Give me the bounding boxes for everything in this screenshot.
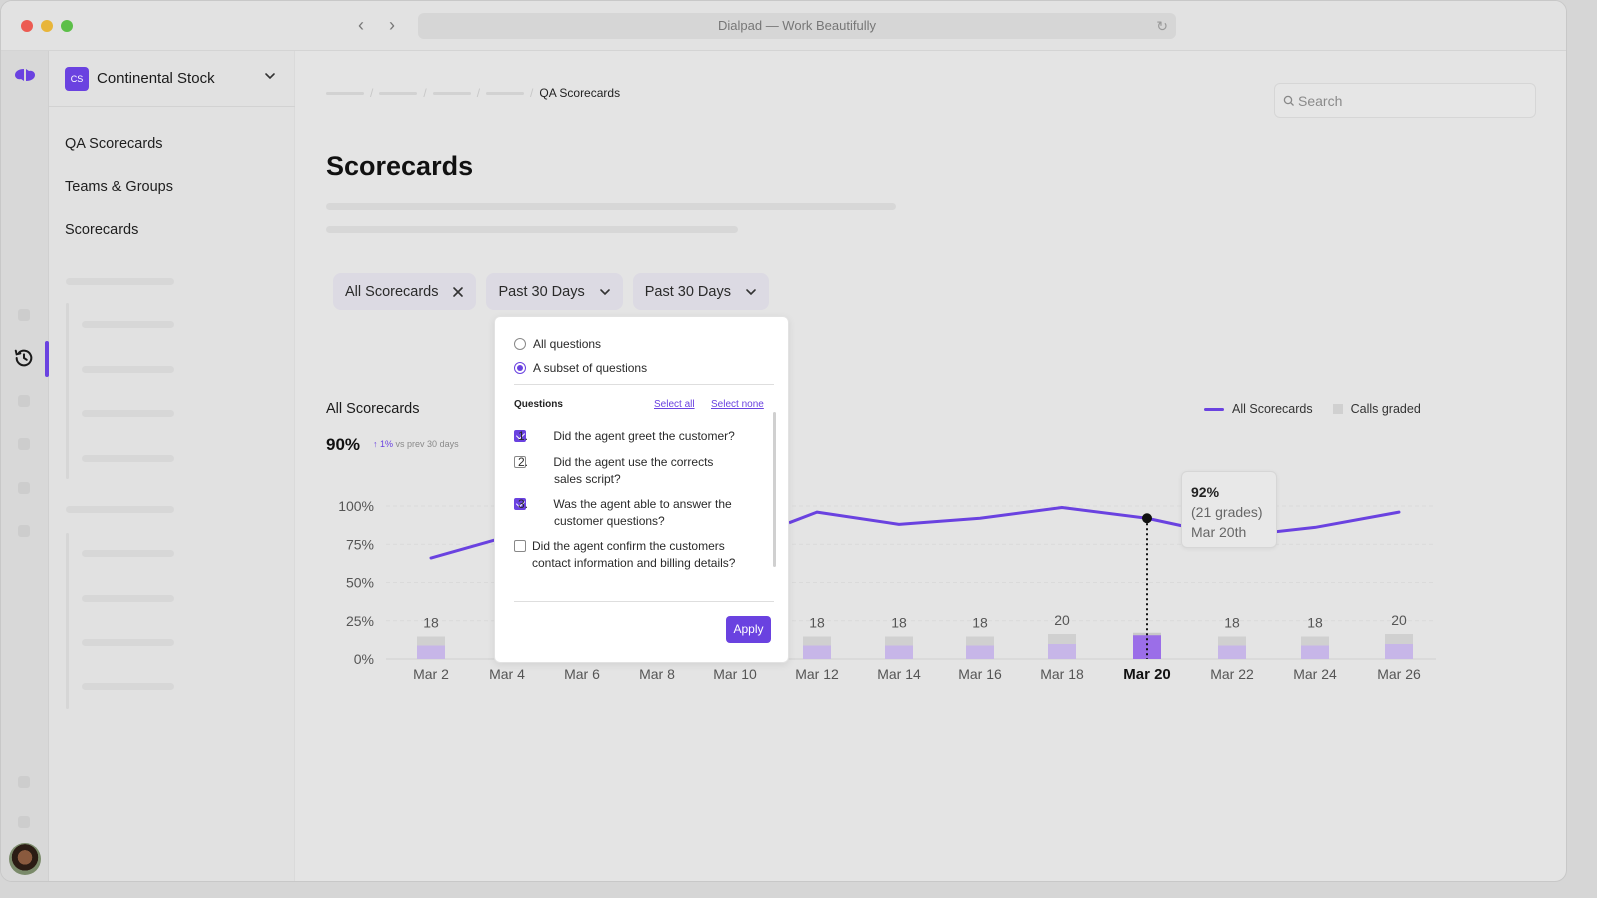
page-title-text: Dialpad — Work Beautifully — [718, 18, 876, 33]
user-avatar[interactable] — [9, 843, 41, 875]
active-indicator — [45, 341, 49, 377]
chart-title: All Scorecards — [326, 401, 420, 417]
filter-chip-date-range[interactable]: Past 30 Days — [486, 273, 623, 310]
sidebar: CS Continental Stock QA Scorecards Teams… — [49, 51, 295, 881]
rail-item-placeholder[interactable] — [18, 438, 30, 450]
skeleton-placeholder — [82, 455, 174, 462]
filter-label: All Scorecards — [345, 283, 439, 300]
chevron-down-icon — [265, 73, 275, 80]
sidebar-item-teams-groups[interactable]: Teams & Groups — [65, 179, 173, 195]
divider — [514, 384, 774, 385]
sidebar-item-qa-scorecards[interactable]: QA Scorecards — [65, 136, 163, 152]
rail-item-placeholder[interactable] — [18, 525, 30, 537]
rail-item-placeholder[interactable] — [18, 395, 30, 407]
skeleton-placeholder — [66, 303, 69, 479]
chevron-down-icon — [599, 288, 610, 295]
skeleton-placeholder — [66, 278, 174, 285]
select-none-link[interactable]: Select none — [711, 399, 764, 410]
org-switcher[interactable]: CS Continental Stock — [49, 51, 295, 107]
filter-label: Past 30 Days — [498, 283, 585, 300]
questions-header: Questions — [514, 399, 563, 410]
back-button[interactable]: ‹ — [358, 15, 364, 35]
title-bar: ‹ › Dialpad — Work Beautifully ↻ — [1, 1, 1566, 51]
main-content: / / / / QA Scorecards Search Scorecards … — [296, 51, 1566, 881]
skeleton-placeholder — [82, 410, 174, 417]
legend-line-swatch — [1204, 407, 1224, 411]
filter-chip-scorecards[interactable]: All Scorecards — [333, 273, 477, 310]
breadcrumb: / / / / QA Scorecards — [326, 86, 620, 100]
breadcrumb-placeholder[interactable] — [326, 91, 364, 95]
checkbox[interactable] — [514, 540, 526, 552]
filter-bar: All Scorecards Past 30 Days Past 30 Days — [333, 273, 769, 310]
app-window: ‹ › Dialpad — Work Beautifully ↻ CS Cont… — [0, 0, 1567, 882]
scrollbar[interactable] — [773, 412, 776, 567]
apply-button[interactable]: Apply — [726, 616, 771, 643]
rail-item-placeholder[interactable] — [18, 816, 30, 828]
page-title: Scorecards — [326, 151, 474, 181]
breadcrumb-current: QA Scorecards — [539, 86, 621, 100]
radio-button[interactable] — [514, 338, 526, 350]
forward-button[interactable]: › — [389, 15, 395, 35]
radio-subset-questions[interactable]: A subset of questions — [514, 361, 647, 375]
chart-tooltip: 92% (21 grades) Mar 20th — [1181, 471, 1277, 548]
search-placeholder: Search — [1298, 93, 1343, 109]
history-icon[interactable] — [13, 347, 35, 369]
search-input[interactable]: Search — [1274, 83, 1536, 118]
breadcrumb-placeholder[interactable] — [486, 91, 525, 95]
tooltip-date: Mar 20th — [1191, 524, 1247, 540]
kpi-value: 90% — [326, 435, 361, 454]
tooltip-value: 92% — [1191, 484, 1220, 500]
divider — [514, 601, 774, 602]
skeleton-placeholder — [82, 550, 174, 557]
checkbox-checked[interactable] — [514, 498, 526, 510]
sidebar-item-scorecards[interactable]: Scorecards — [65, 222, 139, 238]
legend-label: All Scorecards — [1232, 402, 1313, 416]
skeleton-placeholder — [66, 506, 174, 513]
dialpad-logo-icon[interactable] — [14, 67, 36, 83]
close-window-button[interactable] — [21, 20, 33, 32]
skeleton-placeholder — [82, 366, 174, 373]
minimize-window-button[interactable] — [41, 20, 53, 32]
rail-item-placeholder[interactable] — [18, 482, 30, 494]
chevron-down-icon — [746, 288, 756, 295]
maximize-window-button[interactable] — [61, 20, 73, 32]
legend-label: Calls graded — [1350, 402, 1421, 416]
skeleton-placeholder — [82, 683, 174, 690]
filter-chip-compare-range[interactable]: Past 30 Days — [632, 273, 769, 310]
rail-item-placeholder[interactable] — [18, 776, 30, 788]
filter-label: Past 30 Days — [644, 283, 731, 300]
arrow-up-icon: ↑ — [373, 439, 378, 449]
chart-legend: All Scorecards Calls graded — [1204, 402, 1421, 416]
skeleton-placeholder — [82, 595, 174, 602]
radio-all-questions[interactable]: All questions — [514, 337, 601, 351]
reload-icon[interactable]: ↻ — [1156, 18, 1168, 34]
radio-button-selected[interactable] — [514, 362, 526, 374]
skeleton-placeholder — [66, 533, 69, 709]
breadcrumb-placeholder[interactable] — [432, 91, 471, 95]
skeleton-placeholder — [82, 639, 174, 646]
breadcrumb-placeholder[interactable] — [379, 91, 418, 95]
kpi-delta: ↑ 1% vs prev 30 days — [373, 439, 459, 449]
search-icon — [1283, 95, 1294, 106]
app-rail — [1, 51, 49, 881]
legend-bar-swatch — [1332, 404, 1343, 414]
question-filter-popover: All questions A subset of questions Ques… — [494, 316, 789, 663]
checkbox-checked[interactable] — [514, 430, 526, 442]
org-badge: CS — [65, 67, 89, 91]
skeleton-placeholder — [326, 226, 738, 233]
checkbox[interactable] — [514, 456, 526, 468]
rail-item-placeholder[interactable] — [18, 309, 30, 321]
org-name: Continental Stock — [97, 70, 215, 87]
tooltip-grades: (21 grades) — [1191, 504, 1263, 520]
skeleton-placeholder — [82, 321, 174, 328]
close-icon[interactable] — [452, 286, 464, 298]
select-all-link[interactable]: Select all — [654, 399, 695, 410]
skeleton-placeholder — [326, 203, 896, 210]
address-bar[interactable]: Dialpad — Work Beautifully ↻ — [418, 13, 1176, 39]
